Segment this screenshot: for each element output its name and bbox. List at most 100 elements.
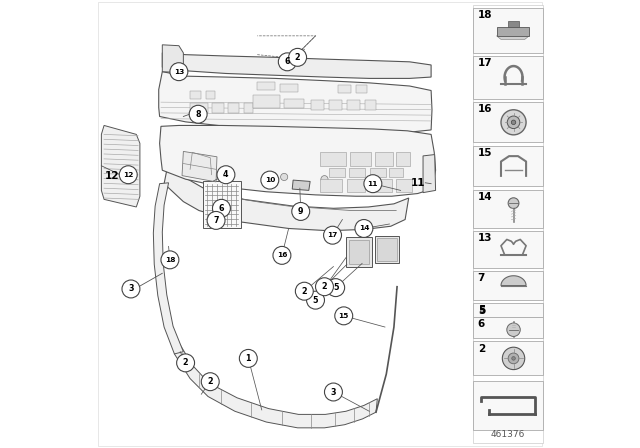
- Text: 16: 16: [477, 104, 492, 114]
- Polygon shape: [473, 190, 543, 228]
- Text: 1: 1: [246, 354, 251, 363]
- Text: 17: 17: [327, 232, 338, 238]
- Polygon shape: [473, 381, 543, 430]
- Text: 5: 5: [477, 306, 485, 315]
- Text: 5: 5: [477, 305, 485, 314]
- Text: 14: 14: [358, 225, 369, 232]
- Text: 5: 5: [313, 296, 318, 305]
- Polygon shape: [244, 103, 253, 113]
- Circle shape: [292, 202, 310, 220]
- Polygon shape: [473, 102, 543, 142]
- Polygon shape: [373, 179, 392, 192]
- Circle shape: [278, 53, 296, 71]
- Polygon shape: [338, 85, 351, 93]
- Circle shape: [122, 280, 140, 298]
- Circle shape: [508, 116, 520, 129]
- Polygon shape: [508, 21, 519, 27]
- Text: 461376: 461376: [491, 430, 525, 439]
- Circle shape: [355, 220, 373, 237]
- Text: 3: 3: [128, 284, 134, 293]
- Circle shape: [289, 48, 307, 66]
- Circle shape: [161, 251, 179, 269]
- Circle shape: [170, 63, 188, 81]
- Polygon shape: [257, 82, 275, 90]
- Circle shape: [508, 198, 519, 209]
- Circle shape: [316, 278, 333, 296]
- Polygon shape: [329, 100, 342, 110]
- Polygon shape: [473, 146, 543, 186]
- Polygon shape: [346, 237, 372, 267]
- Polygon shape: [347, 100, 360, 110]
- Polygon shape: [473, 231, 543, 268]
- Circle shape: [501, 110, 526, 135]
- Polygon shape: [253, 95, 280, 108]
- Text: 17: 17: [477, 58, 492, 68]
- Polygon shape: [497, 36, 529, 39]
- Circle shape: [212, 199, 230, 217]
- Text: 13: 13: [173, 69, 184, 75]
- Polygon shape: [228, 103, 239, 113]
- Polygon shape: [190, 103, 208, 113]
- Text: 11: 11: [412, 178, 426, 188]
- Text: 6: 6: [477, 319, 485, 329]
- Polygon shape: [190, 91, 202, 99]
- Text: 9: 9: [298, 207, 303, 216]
- Circle shape: [364, 175, 382, 193]
- Polygon shape: [182, 151, 217, 182]
- Polygon shape: [473, 271, 543, 300]
- Polygon shape: [501, 276, 526, 286]
- Polygon shape: [473, 317, 543, 338]
- Text: 6: 6: [219, 204, 224, 213]
- Circle shape: [307, 291, 324, 309]
- Circle shape: [119, 166, 137, 184]
- Circle shape: [512, 357, 515, 360]
- Polygon shape: [329, 168, 345, 177]
- Polygon shape: [389, 168, 403, 177]
- Polygon shape: [347, 179, 365, 192]
- Text: 11: 11: [367, 181, 378, 187]
- Circle shape: [511, 120, 516, 125]
- Polygon shape: [473, 56, 543, 99]
- Text: 10: 10: [264, 177, 275, 183]
- Polygon shape: [423, 155, 436, 193]
- Circle shape: [507, 323, 520, 336]
- Text: 15: 15: [339, 313, 349, 319]
- Polygon shape: [473, 341, 543, 375]
- Circle shape: [177, 354, 195, 372]
- Polygon shape: [356, 85, 367, 93]
- Polygon shape: [164, 161, 409, 231]
- Polygon shape: [163, 53, 431, 78]
- Polygon shape: [154, 183, 184, 354]
- Text: 2: 2: [477, 344, 485, 353]
- Text: 7: 7: [477, 273, 485, 283]
- Text: 16: 16: [276, 252, 287, 258]
- Text: 14: 14: [477, 192, 492, 202]
- Polygon shape: [370, 168, 386, 177]
- Text: 18: 18: [164, 257, 175, 263]
- Polygon shape: [212, 103, 224, 113]
- Text: 2: 2: [301, 287, 307, 296]
- Text: 3: 3: [331, 388, 336, 396]
- Circle shape: [217, 166, 235, 184]
- Text: 12: 12: [104, 171, 119, 181]
- Circle shape: [269, 172, 276, 179]
- Text: 5: 5: [333, 283, 339, 292]
- Polygon shape: [159, 72, 432, 132]
- Circle shape: [327, 279, 344, 297]
- Polygon shape: [284, 99, 305, 108]
- Circle shape: [201, 373, 219, 391]
- Polygon shape: [159, 125, 436, 196]
- Circle shape: [296, 282, 314, 300]
- Polygon shape: [396, 179, 412, 192]
- Polygon shape: [378, 238, 397, 261]
- Polygon shape: [349, 168, 365, 177]
- Circle shape: [324, 226, 342, 244]
- Polygon shape: [101, 125, 140, 207]
- Text: 6: 6: [285, 57, 290, 66]
- Circle shape: [273, 246, 291, 264]
- Polygon shape: [174, 340, 378, 428]
- Polygon shape: [349, 240, 369, 264]
- Text: 18: 18: [477, 10, 492, 20]
- Circle shape: [189, 105, 207, 123]
- Text: 8: 8: [191, 106, 198, 116]
